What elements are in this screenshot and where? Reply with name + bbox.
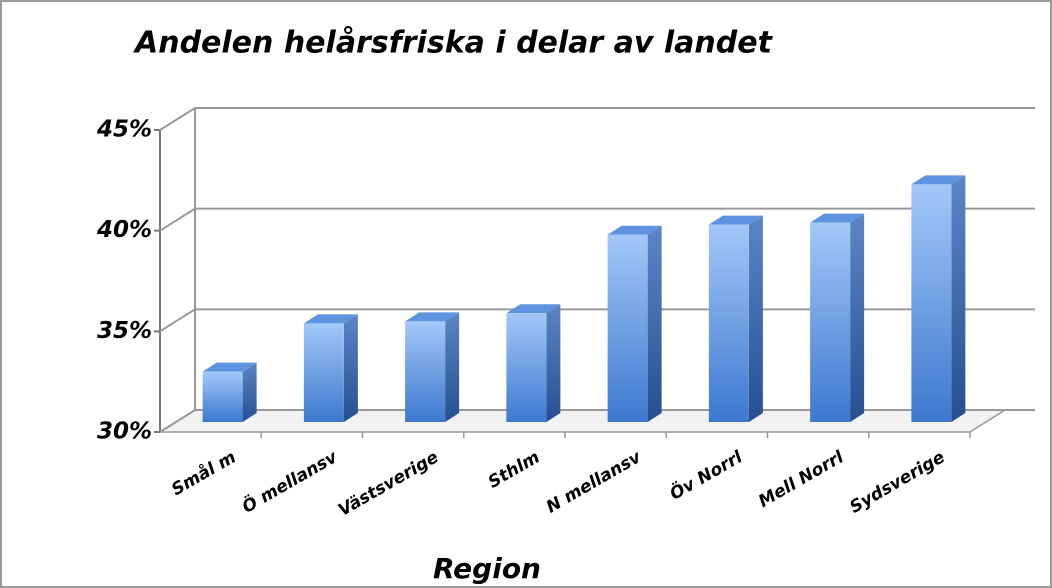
x-axis-label: Region [433, 552, 541, 585]
bar-side [748, 215, 763, 422]
grid-line [159, 207, 1035, 232]
bar-side [951, 175, 966, 422]
floor [157, 409, 1008, 433]
bar [506, 313, 547, 422]
chart-title: Andelen helårsfriska i delar av landet [133, 26, 774, 61]
bar [708, 224, 749, 422]
bar [202, 371, 243, 422]
bar [810, 222, 851, 422]
bar-top [810, 213, 865, 223]
bar-side [242, 362, 257, 422]
bar-top [303, 314, 358, 324]
bar-top [506, 304, 561, 314]
bar-side [343, 314, 358, 422]
bar-side [546, 304, 561, 422]
bar-side [647, 225, 662, 422]
bar-top [405, 312, 460, 322]
bar-side [850, 213, 865, 422]
bar-top [607, 225, 662, 235]
bar-top [708, 215, 763, 225]
y-tick-label: 40% [96, 217, 152, 243]
y-tick-label: 30% [97, 419, 152, 445]
y-tick-label: 45% [96, 117, 152, 143]
bar-side [445, 312, 460, 422]
bar [405, 321, 446, 422]
bar [303, 323, 344, 422]
grid-line [159, 107, 1035, 131]
bar [911, 184, 952, 422]
bar-top [911, 175, 966, 185]
bar-top [202, 362, 257, 372]
bar [607, 234, 648, 422]
y-tick-label: 35% [97, 318, 152, 344]
